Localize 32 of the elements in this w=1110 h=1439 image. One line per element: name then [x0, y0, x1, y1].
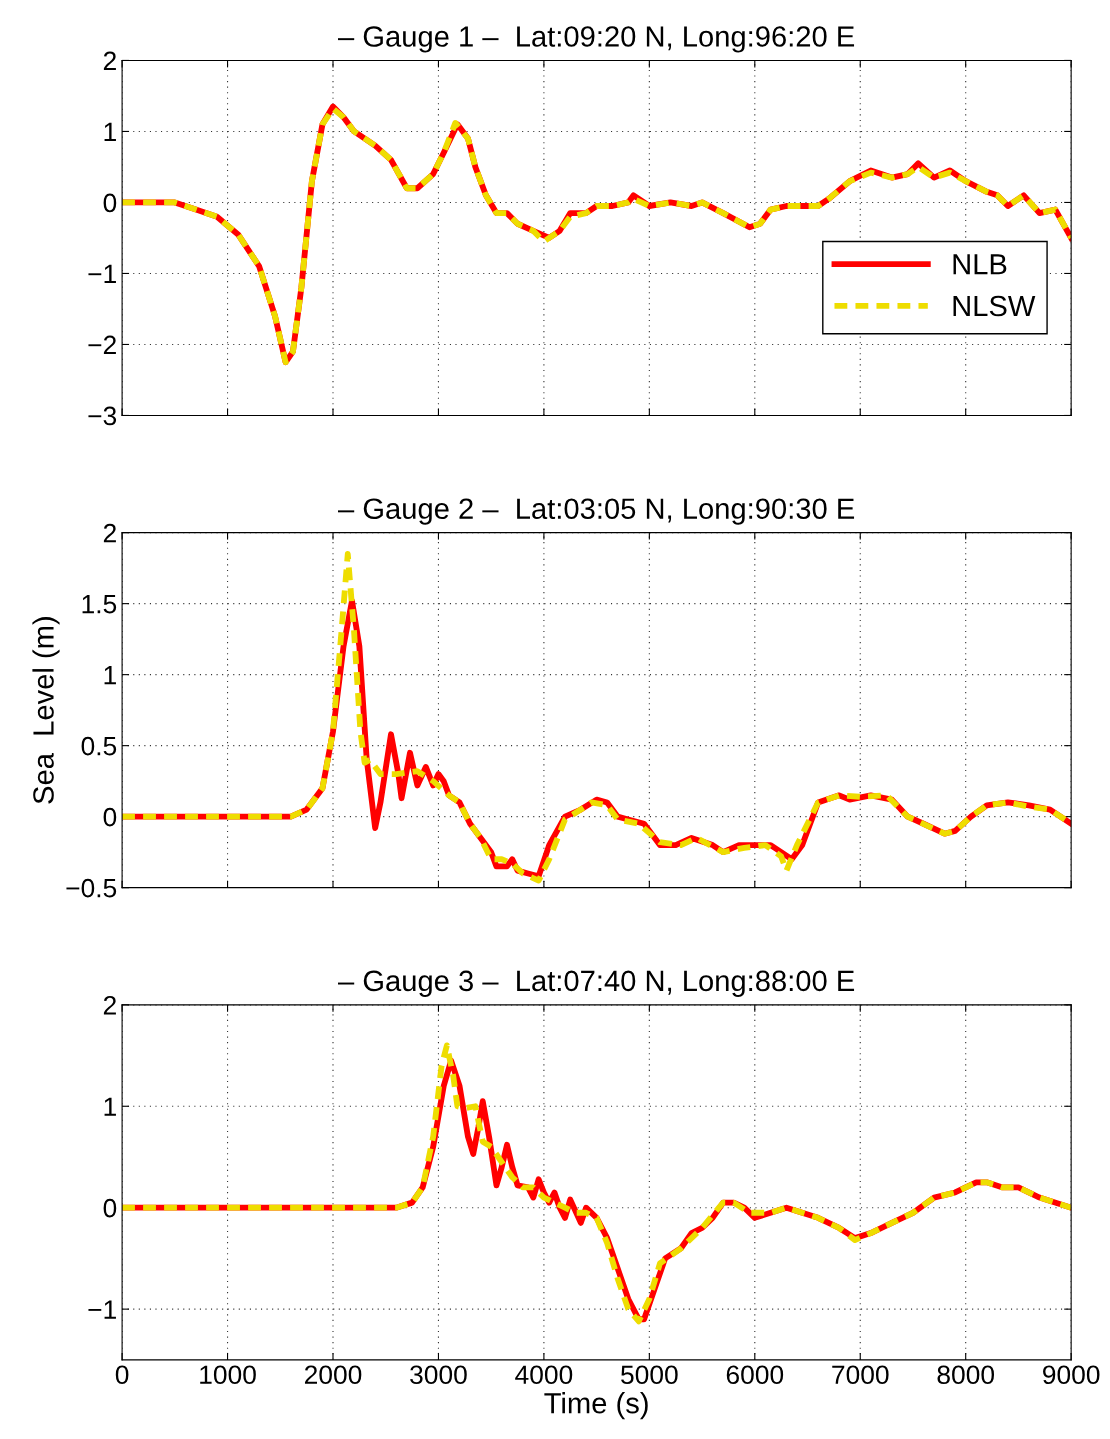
- y-tick-label: 1.5: [82, 595, 117, 614]
- y-tick-label: −0.5: [66, 878, 117, 898]
- x-axis-title: Time (s): [544, 1392, 648, 1420]
- y-tick-label: 1: [104, 1097, 116, 1116]
- chart-title: – Gauge 1 – Lat:09:20 N, Long:96:20 E: [338, 26, 855, 53]
- chart-title: – Gauge 2 – Lat:03:05 N, Long:90:30 E: [338, 498, 855, 525]
- y-tick-label: −1: [88, 264, 116, 284]
- y-tick-label: 2: [103, 523, 116, 543]
- y-tick-label: 1: [104, 666, 116, 685]
- y-tick-label: 1: [104, 122, 116, 142]
- legend-label: NLSW: [953, 295, 1036, 317]
- y-tick-label: 0: [103, 193, 117, 213]
- x-tick-label: 9000: [1043, 1365, 1100, 1385]
- y-tick-label: 0.5: [81, 736, 117, 756]
- y-tick-label: −3: [88, 406, 117, 426]
- y-axis-title: Sea Level (m): [32, 617, 60, 804]
- chart-title: – Gauge 3 – Lat:07:40 N, Long:88:00 E: [338, 970, 855, 997]
- y-tick-label: −1: [88, 1300, 116, 1319]
- x-tick-label: 1000: [200, 1365, 256, 1385]
- x-tick-label: 8000: [937, 1365, 995, 1385]
- x-tick-label: 7000: [832, 1365, 889, 1385]
- y-tick-label: 2: [103, 51, 116, 70]
- y-tick-label: 0: [103, 1198, 117, 1218]
- x-tick-label: 5000: [621, 1365, 678, 1385]
- y-tick-label: 0: [103, 807, 117, 827]
- x-tick-label: 4000: [515, 1365, 573, 1385]
- x-tick-label: 2000: [304, 1365, 362, 1385]
- y-tick-label: 2: [103, 995, 116, 1015]
- x-tick-label: 3000: [410, 1365, 467, 1385]
- legend-label: NLB: [953, 254, 1007, 275]
- y-tick-label: −2: [88, 335, 116, 355]
- x-tick-label: 6000: [726, 1365, 784, 1385]
